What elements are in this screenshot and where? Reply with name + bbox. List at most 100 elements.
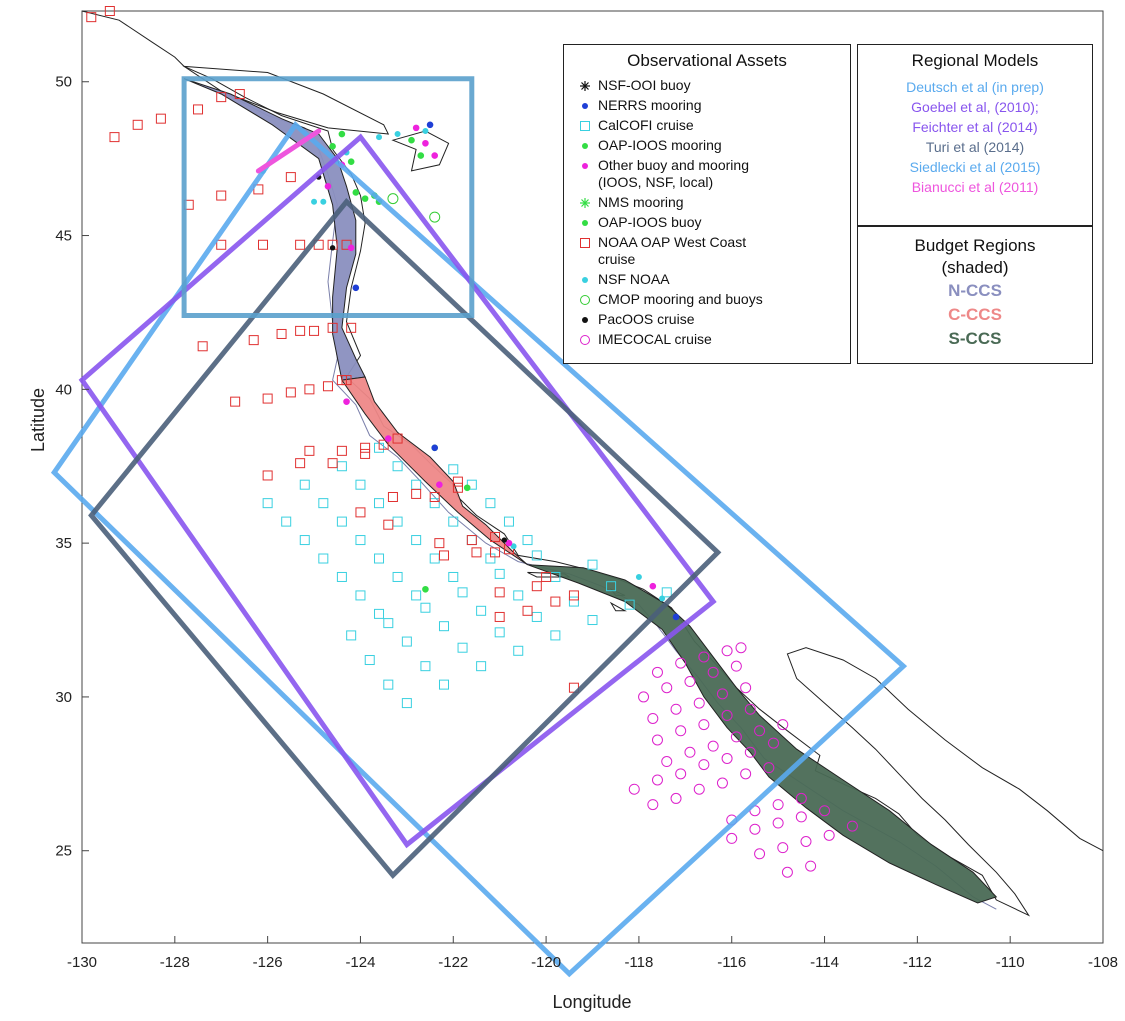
budget-region-entry: N-CCS <box>948 281 1002 300</box>
noaa-oap-station <box>216 190 227 201</box>
obs-legend-label: NMS mooring <box>598 194 684 211</box>
budget-regions-list: N-CCS C-CCS S-CCS <box>858 279 1092 351</box>
imecocal-station <box>675 768 687 780</box>
model-domain-2 <box>88 198 722 879</box>
x-tick-label: -110 <box>996 954 1025 971</box>
imecocal-station <box>684 746 696 758</box>
imecocal-station <box>726 832 738 844</box>
imecocal-station <box>721 709 733 721</box>
calcofi-station <box>392 461 403 472</box>
noaa-oap-station <box>327 322 338 333</box>
observational-assets-list: NSF-OOI buoy NERRS mooring CalCOFI cruise O… <box>572 77 842 348</box>
calcofi-station <box>355 590 366 601</box>
oap-ioos-mooring <box>422 585 429 593</box>
x-tick-label: -114 <box>810 954 839 971</box>
cmop-mooring <box>387 193 399 205</box>
imecocal-station <box>716 777 728 789</box>
other-mooring <box>505 539 513 547</box>
noaa-oap-station <box>262 470 273 481</box>
nsf-noaa-station <box>635 573 642 580</box>
noaa-oap-station <box>429 491 440 502</box>
calcofi-station <box>299 535 310 546</box>
imecocal-station <box>707 666 719 678</box>
calcofi-station <box>364 655 375 666</box>
oap-ioos-mooring <box>329 143 336 150</box>
noaa-oap-station <box>434 538 445 549</box>
noaa-oap-station <box>550 596 561 607</box>
obs-legend-label-line: NSF-OOI buoy <box>598 77 691 93</box>
budget-regions-legend: Budget Regions (shaded) N-CCS C-CCS S-CCS <box>857 226 1093 364</box>
imecocal-station <box>716 688 728 700</box>
obs-legend-marker-icon <box>572 77 598 94</box>
oap-ioos-mooring <box>338 130 346 138</box>
oap-ioos-mooring <box>463 484 471 492</box>
obs-legend-row: OAP-IOOS mooring <box>572 137 842 154</box>
x-tick-label: -108 <box>1088 954 1118 971</box>
obs-legend-label-line: NSF NOAA <box>598 271 670 287</box>
imecocal-station <box>763 762 775 774</box>
noaa-oap-station <box>383 519 394 530</box>
calcofi-station <box>494 627 505 638</box>
calcofi-station <box>513 645 524 656</box>
noaa-oap-station <box>531 581 542 592</box>
observational-assets-legend: Observational Assets NSF-OOI buoy NERRS m… <box>563 44 851 364</box>
noaa-oap-station <box>360 442 371 453</box>
budget-regions-layer <box>183 78 998 904</box>
imecocal-station <box>698 759 710 771</box>
y-tick-label: 50 <box>55 74 72 91</box>
obs-legend-marker-icon <box>572 234 598 251</box>
calcofi-station <box>401 698 412 709</box>
calcofi-station <box>411 590 422 601</box>
noaa-oap-station <box>438 550 449 561</box>
calcofi-station <box>531 611 542 622</box>
noaa-oap-station <box>309 325 320 336</box>
imecocal-station <box>628 783 640 795</box>
noaa-oap-station <box>285 172 296 183</box>
imecocal-station <box>647 712 659 724</box>
noaa-oap-station <box>304 445 315 456</box>
obs-legend-label: CalCOFI cruise <box>598 117 694 134</box>
calcofi-station <box>318 498 329 509</box>
calcofi-station <box>550 630 561 641</box>
obs-legend-row: CalCOFI cruise <box>572 117 842 134</box>
imecocal-station <box>721 752 733 764</box>
calcofi-station <box>457 587 468 598</box>
obs-legend-label-line: CMOP mooring and buoys <box>598 291 763 307</box>
obs-legend-row: NMS mooring <box>572 194 842 211</box>
noaa-oap-station <box>568 590 579 601</box>
imecocal-station <box>675 725 687 737</box>
station-markers-layer <box>86 6 858 878</box>
calcofi-station <box>411 535 422 546</box>
noaa-oap-station <box>360 448 371 459</box>
other-mooring <box>649 582 657 590</box>
obs-legend-marker-icon <box>572 137 598 154</box>
obs-legend-label-line: NERRS mooring <box>598 97 702 113</box>
calcofi-station <box>661 587 672 598</box>
imecocal-station <box>781 866 793 878</box>
obs-legend-label: Other buoy and mooring (IOOS, NSF, local) <box>598 157 749 191</box>
model-domain-0 <box>50 121 908 978</box>
imecocal-station <box>698 719 710 731</box>
x-tick-label: -124 <box>345 954 375 971</box>
noaa-oap-station <box>327 458 338 469</box>
noaa-oap-station <box>322 381 333 392</box>
other-mooring <box>347 244 355 252</box>
obs-legend-label: OAP-IOOS buoy <box>598 214 701 231</box>
y-tick-label: 40 <box>55 381 72 398</box>
budget-region-n-ccs <box>183 78 366 381</box>
noaa-oap-station <box>285 387 296 398</box>
nerrs-mooring <box>352 284 360 292</box>
imecocal-station <box>684 676 696 688</box>
calcofi-station <box>401 636 412 647</box>
calcofi-station <box>438 679 449 690</box>
obs-legend-label-line: NOAA OAP West Coast <box>598 234 747 250</box>
x-tick-label: -112 <box>903 954 932 971</box>
imecocal-station <box>754 848 766 860</box>
calcofi-station <box>494 568 505 579</box>
noaa-oap-station <box>109 132 120 143</box>
calcofi-station <box>392 571 403 582</box>
x-tick-label: -116 <box>717 954 746 971</box>
calcofi-station <box>383 618 394 629</box>
obs-legend-label: NERRS mooring <box>598 97 701 114</box>
regional-models-title: Regional Models <box>911 51 1039 70</box>
